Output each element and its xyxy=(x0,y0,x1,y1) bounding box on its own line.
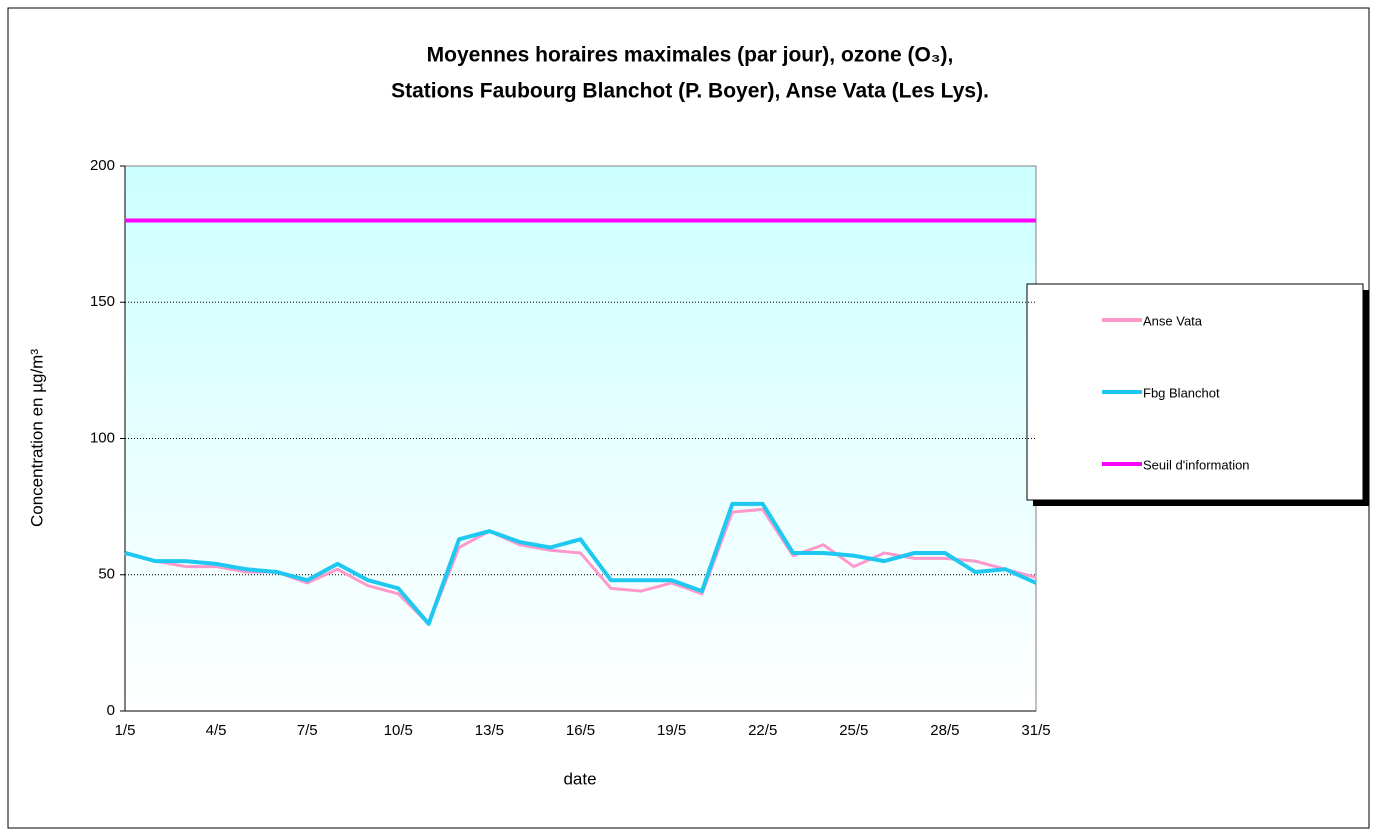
y-tick-label: 0 xyxy=(107,702,115,719)
x-axis-label: date xyxy=(563,769,596,788)
y-tick-label: 50 xyxy=(98,566,115,583)
x-tick-label: 7/5 xyxy=(297,722,318,739)
x-tick-label: 22/5 xyxy=(748,722,777,739)
x-tick-label: 28/5 xyxy=(930,722,959,739)
x-tick-label: 13/5 xyxy=(475,722,504,739)
x-tick-label: 25/5 xyxy=(839,722,868,739)
y-tick-label: 200 xyxy=(90,157,115,174)
chart-title: Moyennes horaires maximales (par jour), … xyxy=(427,44,954,67)
legend-label: Seuil d'information xyxy=(1143,457,1250,472)
legend-label: Fbg Blanchot xyxy=(1143,385,1220,400)
chart-title: Stations Faubourg Blanchot (P. Boyer), A… xyxy=(391,80,989,103)
x-tick-label: 1/5 xyxy=(115,722,136,739)
x-tick-label: 31/5 xyxy=(1021,722,1050,739)
x-tick-label: 19/5 xyxy=(657,722,686,739)
y-tick-label: 150 xyxy=(90,293,115,310)
y-axis-label: Concentration en µg/m³ xyxy=(27,349,46,527)
series-line xyxy=(124,501,1037,626)
legend-label: Anse Vata xyxy=(1143,313,1203,328)
legend xyxy=(1026,283,1364,501)
y-tick-label: 100 xyxy=(90,429,115,446)
x-tick-label: 16/5 xyxy=(566,722,595,739)
x-tick-label: 10/5 xyxy=(384,722,413,739)
x-tick-label: 4/5 xyxy=(206,722,227,739)
